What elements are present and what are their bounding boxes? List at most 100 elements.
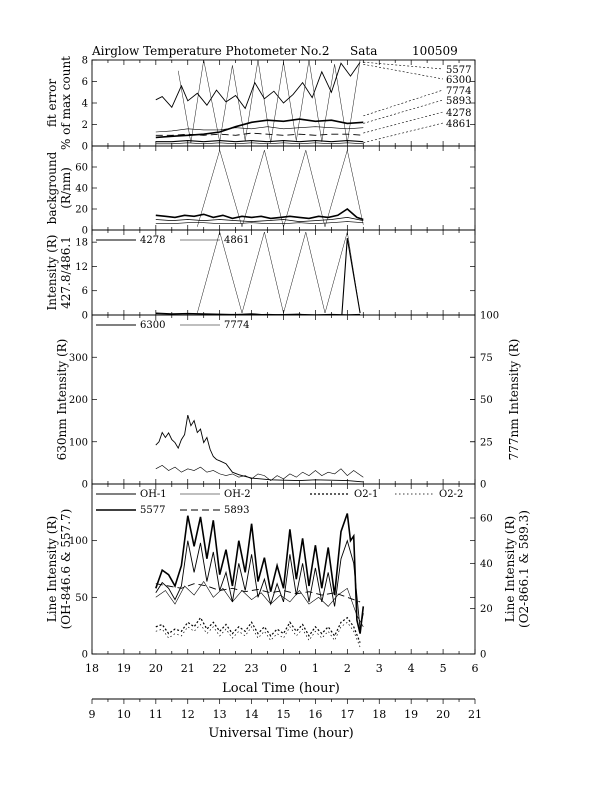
y-right-tick-label: 25 <box>480 437 493 448</box>
series-line-5577 <box>155 118 364 139</box>
universal-time-tick-label: 17 <box>340 708 354 721</box>
local-time-tick-label: 18 <box>85 662 99 675</box>
y-tick-label: 100 <box>69 536 88 547</box>
y-right-axis-label-red-green: 777nm Intensity (R) <box>507 339 521 461</box>
y-tick-label: 0 <box>82 142 88 153</box>
universal-time-axis-label: Universal Time (hour) <box>208 726 353 741</box>
figure-title: Airglow Temperature Photometer No.2 <box>91 44 330 58</box>
series-line-5893 <box>155 583 361 603</box>
y-tick-label: 8 <box>82 56 88 67</box>
local-time-tick-label: 1 <box>312 662 319 675</box>
local-time-axis-label: Local Time (hour) <box>222 681 340 696</box>
y-right-tick-label: 0 <box>480 650 486 661</box>
legend-label-OH-2: OH-2 <box>224 489 251 500</box>
y-axis-label-blue-lines: 427.8/486.1 <box>59 236 73 309</box>
universal-time-tick-label: 16 <box>308 708 322 721</box>
y-axis-label-airglow-lines: Line Intensity (R) <box>45 516 59 622</box>
universal-time-tick-label: 11 <box>149 708 163 721</box>
y-tick-label: 18 <box>75 238 88 249</box>
y-tick-label: 200 <box>69 395 88 406</box>
y-tick-label: 6 <box>82 77 88 88</box>
side-leader-6300 <box>363 64 444 80</box>
legend-label-O2-1: O2-1 <box>354 489 378 500</box>
series-group-background <box>155 149 364 228</box>
y-axis-label-red-green: 630nm Intensity (R) <box>55 339 69 461</box>
y-axis-label-fit-error: fit error <box>45 79 59 127</box>
local-time-tick-label: 23 <box>245 662 259 675</box>
local-time-tick-label: 4 <box>408 662 415 675</box>
universal-time-tick-label: 20 <box>436 708 450 721</box>
side-leader-5893 <box>363 99 444 124</box>
legend-label-5893: 5893 <box>224 505 249 516</box>
side-leader-4278 <box>363 111 444 134</box>
station-name: Sata <box>350 44 377 58</box>
y-right-tick-label: 60 <box>480 514 493 525</box>
series-line-O2-2 <box>155 621 361 648</box>
series-group-red-green <box>155 414 364 483</box>
series-line-bg-c <box>155 221 364 225</box>
y-axis-label-background: background <box>45 151 59 224</box>
side-leader-4861 <box>363 122 444 144</box>
y-right-tick-label: 100 <box>480 311 499 322</box>
y-right-tick-label: 0 <box>480 480 486 491</box>
local-time-tick-label: 19 <box>117 662 131 675</box>
side-leader-7774 <box>363 89 444 117</box>
y-axis-label-fit-error: % of max count <box>59 56 73 150</box>
local-time-tick-label: 2 <box>344 662 351 675</box>
y-tick-label: 6 <box>82 286 88 297</box>
y-right-axis-label-airglow-lines: Line Intensity (R) <box>503 516 517 622</box>
y-right-tick-label: 50 <box>480 395 493 406</box>
series-group-airglow-lines <box>155 513 365 648</box>
y-tick-label: 60 <box>75 163 88 174</box>
y-right-tick-label: 20 <box>480 604 493 615</box>
y-tick-label: 0 <box>82 480 88 491</box>
spike-line-fit-error <box>177 60 361 143</box>
local-time-tick-label: 6 <box>472 662 479 675</box>
universal-time-tick-label: 9 <box>89 708 96 721</box>
side-label-7774: 7774 <box>446 86 471 97</box>
series-group-blue-lines <box>155 231 361 315</box>
y-right-tick-label: 40 <box>480 559 493 570</box>
y-tick-label: 2 <box>82 120 88 131</box>
series-line-OH-1 <box>155 539 364 630</box>
legend-label-4278: 4278 <box>140 235 165 246</box>
series-line-bg-b <box>155 216 364 223</box>
spike-line-background <box>197 149 364 228</box>
y-tick-label: 40 <box>75 184 88 195</box>
series-line-4861 <box>155 313 361 315</box>
local-time-tick-label: 3 <box>376 662 383 675</box>
y-tick-label: 4 <box>82 99 88 110</box>
legend-label-O2-2: O2-2 <box>439 489 463 500</box>
side-label-6300: 6300 <box>446 75 471 86</box>
local-time-tick-label: 0 <box>280 662 287 675</box>
y-axis-label-blue-lines: Intensity (R) <box>45 235 59 311</box>
side-label-5577: 5577 <box>446 65 471 76</box>
y-axis-label-background: (R/nm) <box>59 167 73 209</box>
universal-time-tick-label: 15 <box>277 708 291 721</box>
side-label-5893: 5893 <box>446 96 471 107</box>
universal-time-tick-label: 13 <box>213 708 227 721</box>
series-line-4861 <box>155 142 364 145</box>
universal-time-tick-label: 18 <box>372 708 386 721</box>
y-tick-label: 20 <box>75 205 88 216</box>
universal-time-tick-label: 14 <box>245 708 259 721</box>
side-label-4278: 4278 <box>446 108 471 119</box>
y-tick-label: 12 <box>75 262 88 273</box>
spike-line-blue-lines <box>197 231 361 314</box>
local-time-tick-label: 5 <box>440 662 447 675</box>
legend-label-7774: 7774 <box>224 320 249 331</box>
universal-time-tick-label: 12 <box>181 708 195 721</box>
y-tick-label: 300 <box>69 353 88 364</box>
series-line-4278 <box>155 238 361 315</box>
series-line-6300 <box>155 414 364 483</box>
legend-label-4861: 4861 <box>224 235 249 246</box>
y-right-axis-label-airglow-lines: (O2-866.1 & 589.3) <box>517 510 531 628</box>
y-right-tick-label: 75 <box>480 353 493 364</box>
legend-label-OH-1: OH-1 <box>140 489 167 500</box>
date-code: 100509 <box>412 44 458 58</box>
series-line-6300 <box>155 61 361 110</box>
local-time-tick-label: 20 <box>149 662 163 675</box>
legend-label-6300: 6300 <box>140 320 165 331</box>
